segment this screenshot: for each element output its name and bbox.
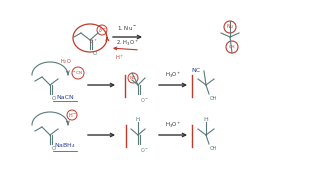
Text: O$^-$: O$^-$ (140, 96, 149, 104)
Text: NC: NC (130, 76, 136, 80)
Text: NC: NC (191, 68, 201, 73)
Text: $\delta^+$: $\delta^+$ (89, 38, 97, 46)
Text: H$_2$O: H$_2$O (60, 57, 72, 66)
Text: NaCN: NaCN (56, 95, 74, 100)
Text: O: O (52, 96, 56, 101)
Text: H: H (204, 117, 208, 122)
Text: $\delta^-$: $\delta^-$ (98, 26, 106, 34)
Text: $^-$CN: $^-$CN (72, 69, 84, 76)
Text: O$^-$: O$^-$ (140, 146, 149, 154)
Text: OH: OH (210, 146, 218, 151)
Text: H$_3$O$^+$: H$_3$O$^+$ (164, 70, 181, 80)
Text: H: H (136, 117, 140, 122)
Text: Nu: Nu (227, 24, 233, 30)
Text: O: O (52, 146, 56, 151)
Text: O: O (92, 51, 97, 56)
Text: 2. H$_3$O$^+$: 2. H$_3$O$^+$ (116, 38, 139, 48)
Text: OH: OH (229, 45, 235, 49)
Text: OH: OH (210, 96, 218, 101)
Text: H$^+$: H$^+$ (115, 53, 125, 62)
Text: NaBH$_4$: NaBH$_4$ (54, 141, 76, 150)
Text: 1. Nu$^-$: 1. Nu$^-$ (117, 24, 137, 32)
Text: H$^-$: H$^-$ (68, 111, 76, 119)
Text: H$_3$O$^+$: H$_3$O$^+$ (164, 120, 181, 130)
